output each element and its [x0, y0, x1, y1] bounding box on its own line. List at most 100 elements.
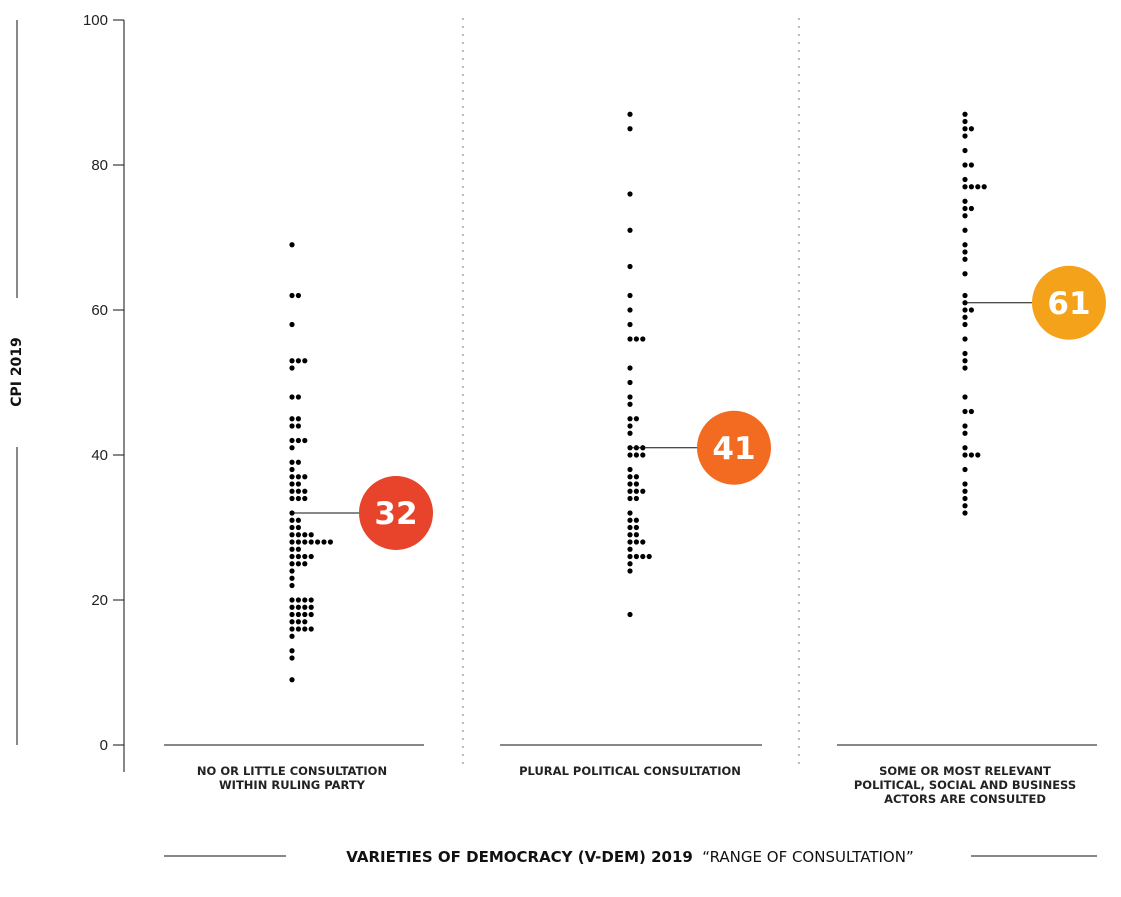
data-point	[627, 495, 633, 502]
data-point	[295, 481, 301, 487]
data-point	[289, 495, 295, 502]
data-point	[289, 619, 295, 625]
data-point	[308, 626, 314, 632]
category-label-line: PLURAL POLITICAL CONSULTATION	[519, 764, 741, 778]
data-point	[289, 648, 295, 654]
data-point	[968, 307, 975, 313]
data-point	[295, 597, 301, 603]
data-point	[627, 430, 633, 436]
data-point	[289, 575, 295, 581]
data-point	[302, 597, 308, 603]
data-point	[633, 481, 640, 487]
x-axis-label: VARIETIES OF DEMOCRACY (V-DEM) 2019 “RAN…	[346, 848, 913, 866]
data-point	[627, 416, 633, 422]
data-point	[627, 111, 633, 117]
data-point	[295, 517, 301, 523]
x-axis-label-light: “RANGE OF CONSULTATION”	[702, 848, 913, 866]
median-badge	[359, 476, 433, 550]
data-point	[315, 539, 321, 545]
y-tick-label: 80	[91, 157, 108, 174]
data-point	[295, 611, 301, 618]
data-point	[627, 488, 633, 494]
category-label-line: POLITICAL, SOCIAL AND BUSINESS	[854, 778, 1076, 792]
data-point	[627, 263, 633, 270]
data-point	[627, 524, 633, 531]
data-point	[289, 466, 295, 473]
data-point	[289, 242, 295, 248]
data-point	[968, 184, 975, 190]
data-point	[962, 503, 968, 509]
data-point	[633, 474, 640, 480]
data-point	[627, 379, 633, 386]
data-point	[962, 213, 968, 219]
data-point	[295, 619, 301, 625]
data-point	[289, 423, 295, 429]
data-point	[627, 517, 633, 523]
y-tick-label: 100	[83, 12, 108, 29]
data-point	[962, 198, 968, 204]
data-point	[302, 488, 308, 494]
data-point	[962, 481, 968, 487]
data-point	[627, 336, 633, 342]
data-point	[295, 561, 301, 567]
data-point	[962, 256, 968, 262]
data-point	[627, 401, 633, 407]
data-point	[321, 539, 327, 545]
data-point	[302, 626, 308, 632]
data-point	[289, 517, 295, 523]
data-point	[962, 394, 968, 400]
data-point	[295, 423, 301, 429]
data-point	[302, 553, 308, 560]
data-point	[627, 191, 633, 197]
data-point	[289, 524, 295, 531]
x-axis-label-bold: VARIETIES OF DEMOCRACY (V-DEM) 2019	[346, 848, 693, 866]
data-point	[295, 488, 301, 494]
data-point	[633, 452, 640, 458]
data-point	[633, 539, 640, 545]
data-point	[289, 677, 295, 683]
data-point	[289, 626, 295, 632]
data-point	[640, 336, 646, 342]
data-point	[295, 546, 301, 552]
data-point	[633, 553, 640, 560]
data-point	[295, 553, 301, 560]
data-point	[962, 430, 968, 436]
data-point	[308, 532, 314, 538]
data-point	[981, 184, 987, 190]
y-ticks: 0 20 40 60 80 100	[83, 12, 124, 754]
data-point	[627, 568, 633, 574]
data-point	[962, 510, 968, 516]
data-point	[295, 474, 301, 480]
data-point	[962, 445, 968, 451]
data-point	[289, 459, 295, 465]
data-point	[633, 524, 640, 531]
data-point	[962, 408, 968, 415]
data-point	[627, 292, 633, 299]
data-point	[962, 307, 968, 313]
data-point	[962, 184, 968, 190]
data-point	[295, 459, 301, 465]
data-point	[295, 532, 301, 538]
data-point	[962, 466, 968, 473]
data-point	[289, 582, 295, 589]
data-point	[962, 350, 968, 357]
data-point	[289, 604, 295, 610]
data-point	[308, 553, 314, 560]
data-point	[289, 488, 295, 494]
data-point	[289, 394, 295, 400]
data-point	[308, 611, 314, 618]
data-point	[289, 655, 295, 661]
data-point	[962, 126, 968, 132]
data-point	[962, 292, 968, 299]
data-point	[627, 561, 633, 567]
category-group: 41 PLURAL POLITICAL CONSULTATION	[500, 111, 771, 778]
data-point	[646, 553, 652, 560]
data-point	[627, 539, 633, 545]
data-point	[289, 481, 295, 487]
data-point	[627, 307, 633, 313]
data-point	[289, 365, 295, 371]
data-point	[302, 619, 308, 625]
